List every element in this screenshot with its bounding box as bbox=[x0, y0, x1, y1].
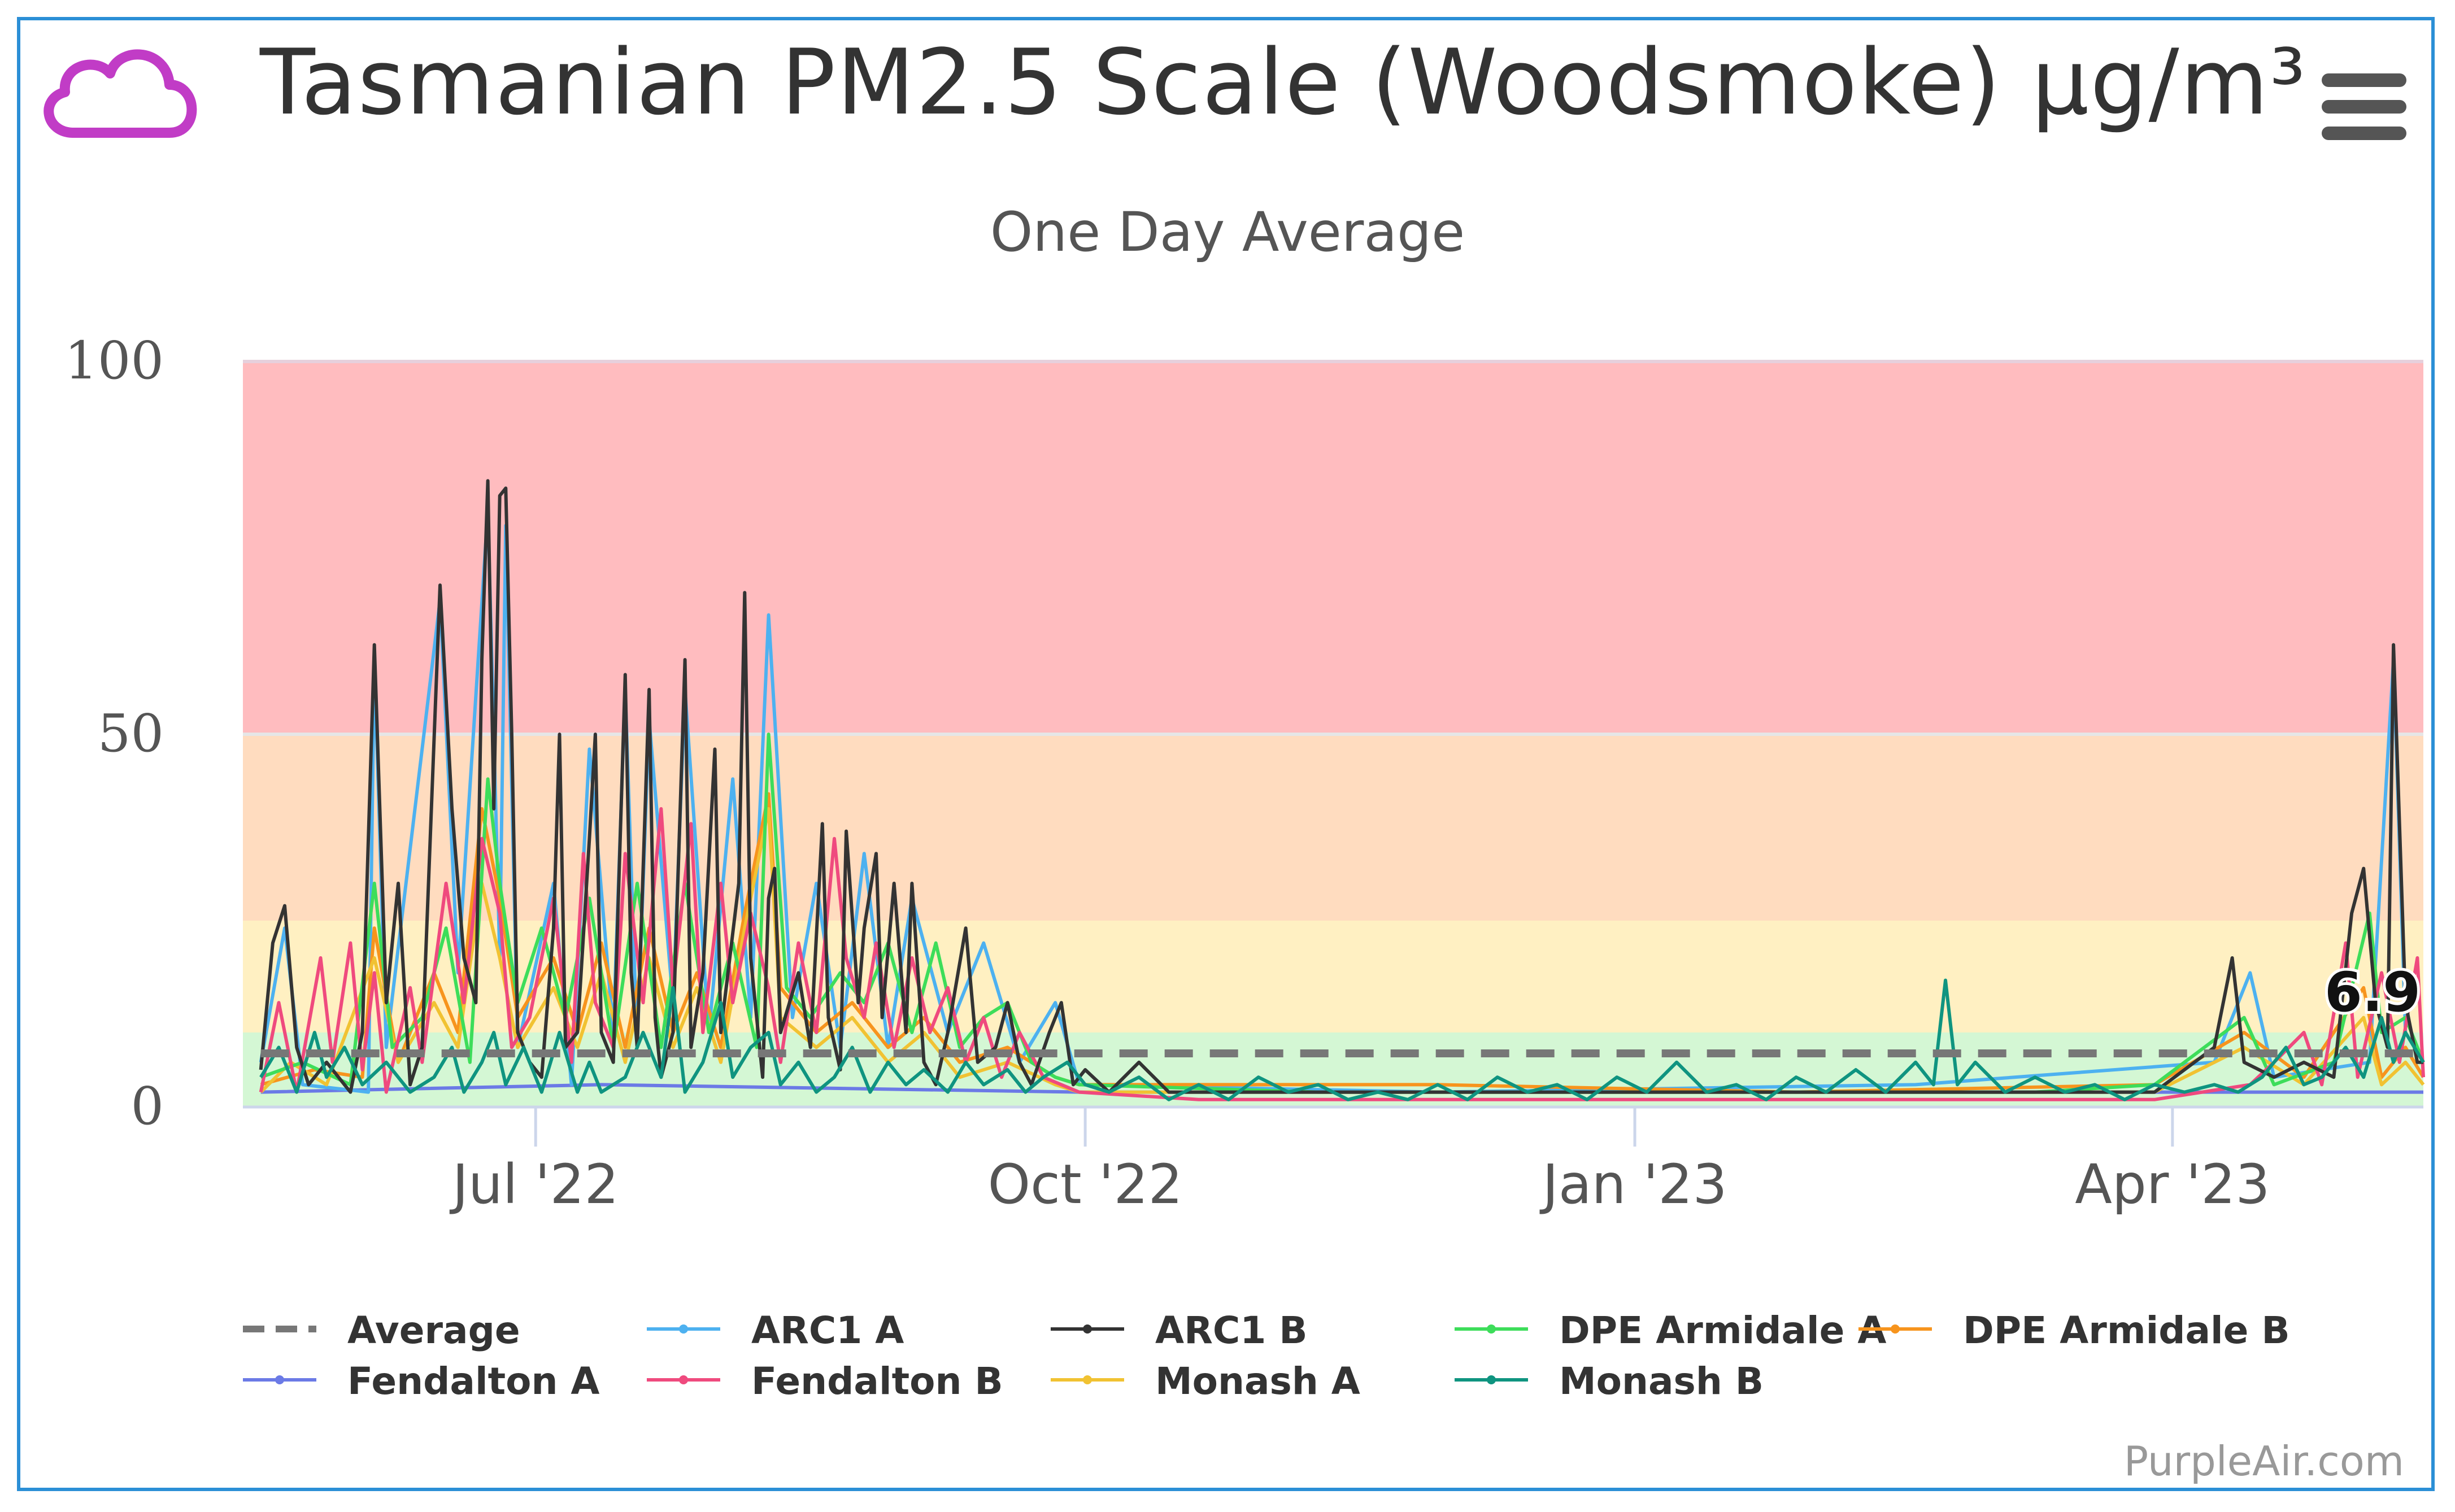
legend-label: Fendalton B bbox=[751, 1360, 1003, 1403]
series-layer: 6.9 bbox=[259, 479, 2425, 1101]
legend-marker bbox=[679, 1375, 688, 1384]
legend-item[interactable]: ARC1 B bbox=[1051, 1309, 1308, 1352]
legend-marker bbox=[1487, 1324, 1496, 1334]
legend-item[interactable]: Monash B bbox=[1455, 1360, 1764, 1403]
bands-layer bbox=[243, 360, 2423, 1107]
legend-item[interactable]: Monash A bbox=[1051, 1360, 1360, 1403]
x-tick-label: Jan '23 bbox=[1540, 1153, 1727, 1216]
band-1 bbox=[243, 921, 2423, 1032]
legend-marker bbox=[1083, 1375, 1092, 1384]
legend: Average ARC1 A ARC1 B DPE Armidale A DPE Arm… bbox=[243, 1309, 2290, 1403]
hamburger-menu-icon[interactable] bbox=[2322, 73, 2406, 141]
x-tick-label: Apr '23 bbox=[2075, 1153, 2270, 1216]
legend-marker bbox=[1083, 1324, 1092, 1334]
x-tick-label: Jul '22 bbox=[450, 1153, 619, 1216]
last-value-label: 6.9 bbox=[2325, 961, 2421, 1024]
legend-item[interactable]: Fendalton A bbox=[243, 1360, 600, 1403]
band-2 bbox=[243, 734, 2423, 921]
legend-item[interactable]: ARC1 A bbox=[647, 1309, 904, 1352]
chart-subtitle: One Day Average bbox=[990, 201, 1465, 264]
legend-label: Monash A bbox=[1155, 1360, 1360, 1403]
legend-marker bbox=[679, 1324, 688, 1334]
legend-marker bbox=[1487, 1375, 1496, 1384]
legend-item[interactable]: Average bbox=[243, 1309, 520, 1352]
legend-item[interactable]: DPE Armidale A bbox=[1455, 1309, 1886, 1352]
legend-label: ARC1 B bbox=[1155, 1309, 1308, 1352]
y-tick-label: 100 bbox=[64, 330, 164, 391]
legend-marker bbox=[275, 1375, 284, 1384]
x-tick-label: Oct '22 bbox=[988, 1153, 1183, 1216]
series-line-monash-b bbox=[259, 978, 2425, 1101]
series-line-arc1-b bbox=[259, 479, 2423, 1094]
band-3 bbox=[243, 361, 2423, 734]
cloud-icon-shape bbox=[43, 49, 197, 138]
credit-link[interactable]: PurpleAir.com bbox=[2123, 1437, 2404, 1485]
series-line-arc1-a bbox=[259, 509, 2425, 1094]
legend-label: Fendalton A bbox=[347, 1360, 600, 1403]
legend-item[interactable]: DPE Armidale B bbox=[1858, 1309, 2290, 1352]
legend-label: Average bbox=[347, 1309, 520, 1352]
chart-title: Tasmanian PM2.5 Scale (Woodsmoke) µg/m³ bbox=[260, 29, 2307, 135]
y-tick-label: 50 bbox=[98, 703, 164, 764]
legend-label: DPE Armidale A bbox=[1559, 1309, 1886, 1352]
legend-item[interactable]: Fendalton B bbox=[647, 1360, 1003, 1403]
series-line-fendalton-b bbox=[259, 807, 2425, 1101]
axis-layer: 0 50 100 Jul '22 Oct '22 Jan '23 Apr '23 bbox=[64, 330, 2423, 1216]
legend-label: DPE Armidale B bbox=[1963, 1309, 2290, 1352]
legend-marker bbox=[1891, 1324, 1900, 1334]
legend-label: Monash B bbox=[1559, 1360, 1764, 1403]
cloud-icon bbox=[43, 49, 197, 138]
legend-label: ARC1 A bbox=[751, 1309, 904, 1352]
y-tick-label: 0 bbox=[130, 1076, 164, 1136]
